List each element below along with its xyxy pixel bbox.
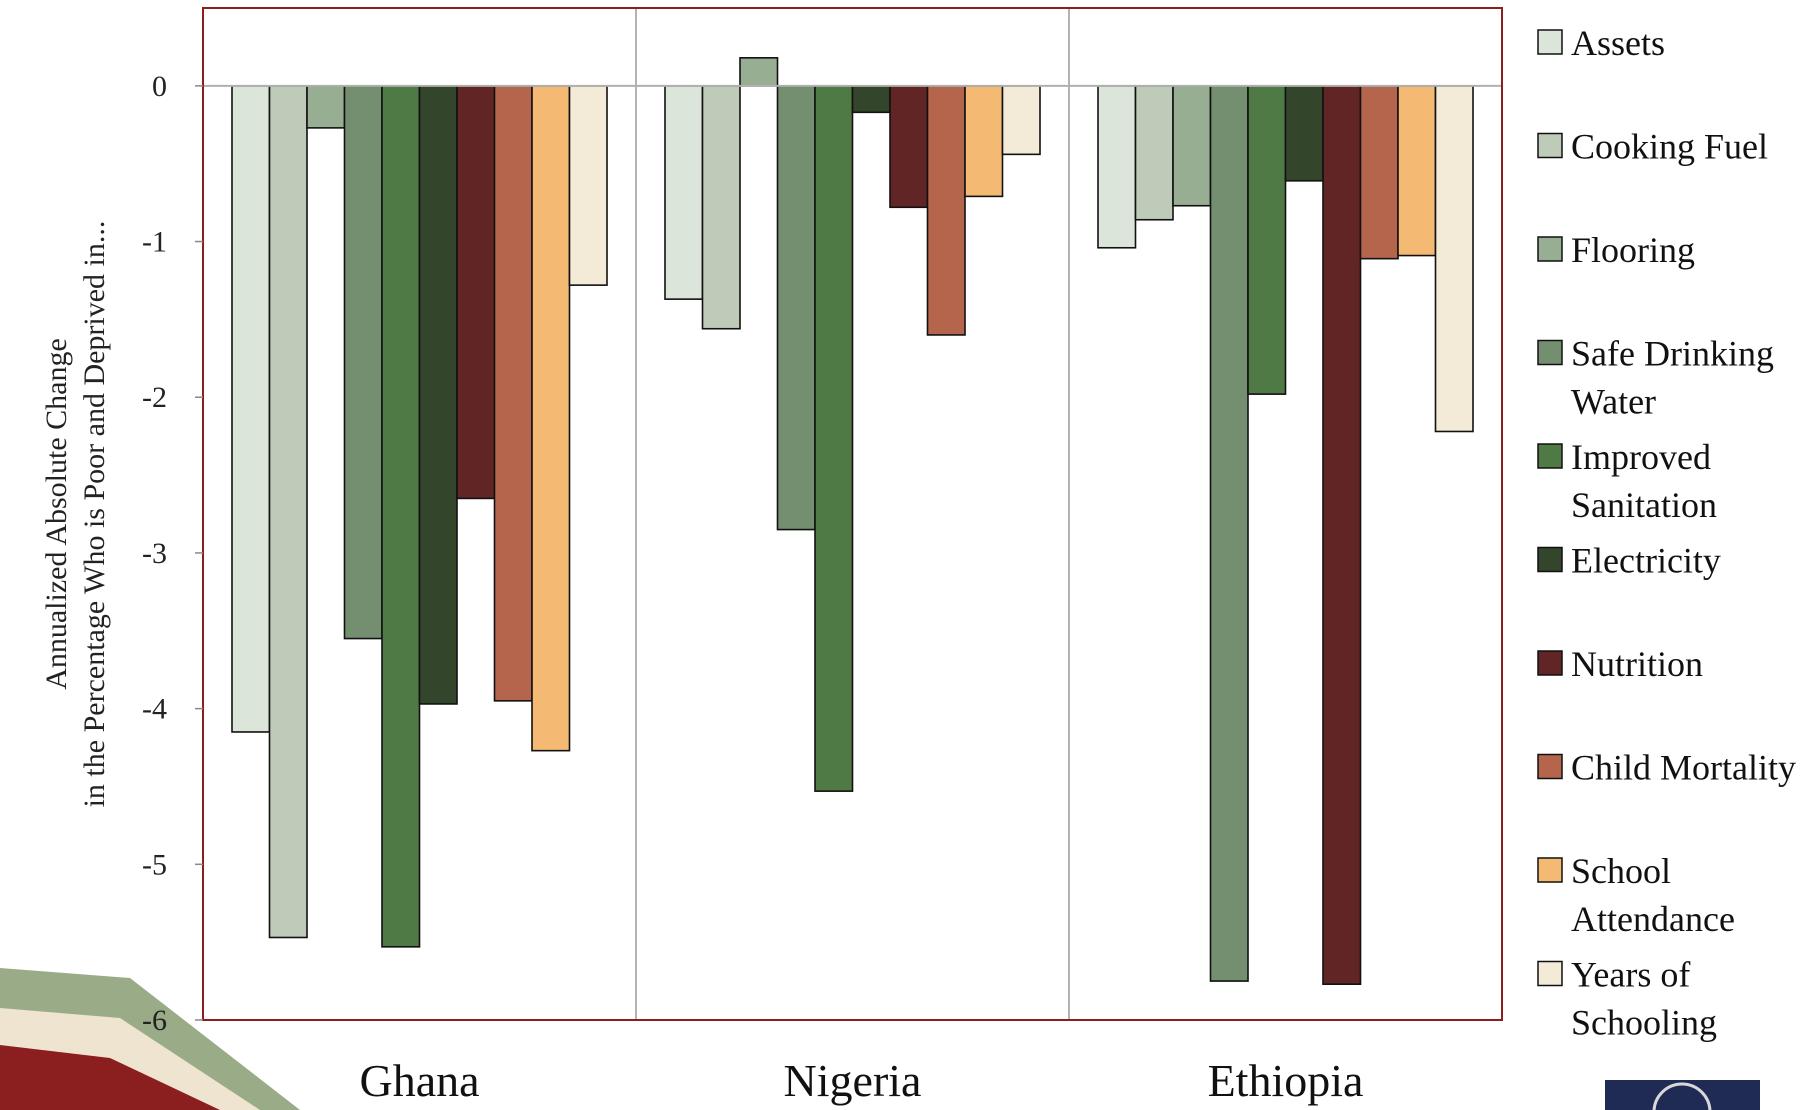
y-tick-label: -4 [142, 693, 167, 726]
legend-swatch [1538, 755, 1562, 779]
category-label: Ghana [359, 1055, 479, 1106]
legend-label: Assets [1571, 23, 1665, 63]
bar-nigeria-electricity [853, 86, 891, 112]
legend-label: Sanitation [1571, 485, 1717, 525]
bar-ethiopia-assets [1098, 86, 1136, 248]
legend-swatch [1538, 237, 1562, 261]
y-tick-label: -6 [142, 1004, 167, 1037]
legend-label: Schooling [1571, 1003, 1717, 1043]
bar-ghana-nutrition [457, 86, 495, 499]
legend-label: Flooring [1571, 230, 1695, 270]
university-logo [1605, 1080, 1760, 1110]
legend-swatch [1538, 30, 1562, 54]
bar-nigeria-school-attendance [965, 86, 1003, 197]
plot-area: Ghana Nigeria Ethiopia [203, 8, 1502, 1106]
legend-label: Electricity [1571, 541, 1721, 581]
y-axis-title: Annualized Absolute Change in the Percent… [40, 221, 111, 808]
bar-nigeria-assets [665, 86, 703, 299]
bar-ethiopia-years-of-schooling [1436, 86, 1474, 432]
bar-ethiopia-safe-drinking-water [1211, 86, 1249, 981]
y-tick-label: 0 [152, 70, 167, 103]
y-tick-label: -2 [142, 381, 167, 414]
bar-ghana-improved-sanitation [382, 86, 420, 947]
legend-label: School [1571, 851, 1671, 891]
y-tick-label: -5 [142, 848, 167, 881]
bar-nigeria-flooring [740, 58, 778, 86]
bar-ethiopia-electricity [1286, 86, 1324, 181]
bar-nigeria-nutrition [890, 86, 928, 207]
bar-ethiopia-child-mortality [1361, 86, 1399, 259]
bar-nigeria-years-of-schooling [1003, 86, 1041, 155]
legend-swatch [1538, 341, 1562, 365]
bar-ghana-flooring [307, 86, 345, 128]
legend-swatch [1538, 962, 1562, 986]
legend-label: Cooking Fuel [1571, 127, 1768, 167]
legend-label: Child Mortality [1571, 748, 1796, 788]
bar-ethiopia-flooring [1173, 86, 1211, 206]
bar-nigeria-cooking-fuel [703, 86, 741, 329]
y-axis-title-line: in the Percentage Who is Poor and Depriv… [78, 221, 111, 808]
bar-ghana-child-mortality [495, 86, 533, 701]
y-tick-label: -1 [142, 226, 167, 259]
legend-swatch [1538, 548, 1562, 572]
legend-label: Safe Drinking [1571, 334, 1774, 374]
legend-label: Nutrition [1571, 644, 1703, 684]
legend-swatch [1538, 444, 1562, 468]
y-axis: 0 -1 -2 -3 -4 -5 -6 Annualized Absolute Change i… [40, 70, 203, 1037]
bar-ghana-electricity [420, 86, 458, 704]
bar-nigeria-safe-drinking-water [778, 86, 816, 530]
legend-swatch [1538, 134, 1562, 158]
bar-nigeria-improved-sanitation [815, 86, 853, 791]
bar-ethiopia-cooking-fuel [1136, 86, 1174, 220]
bar-ghana-cooking-fuel [270, 86, 308, 938]
bar-ethiopia-school-attendance [1398, 86, 1436, 256]
legend-label: Years of [1571, 955, 1690, 995]
bar-ghana-years-of-schooling [570, 86, 608, 285]
legend-label: Attendance [1571, 899, 1735, 939]
category-label: Nigeria [784, 1055, 922, 1106]
bar-ghana-assets [232, 86, 270, 732]
bar-nigeria-child-mortality [928, 86, 966, 335]
legend-swatch [1538, 651, 1562, 675]
bar-ethiopia-nutrition [1323, 86, 1361, 984]
bar-ghana-safe-drinking-water [345, 86, 383, 639]
bar-ghana-school-attendance [532, 86, 570, 751]
legend-label: Improved [1571, 437, 1711, 477]
legend: Assets Cooking Fuel Flooring Safe Drinking W… [1538, 23, 1796, 1043]
y-tick-label: -3 [142, 537, 167, 570]
y-axis-title-line: Annualized Absolute Change [40, 338, 73, 690]
bar-ethiopia-improved-sanitation [1248, 86, 1286, 394]
legend-label: Water [1571, 382, 1656, 422]
category-label: Ethiopia [1208, 1055, 1364, 1106]
legend-swatch [1538, 858, 1562, 882]
